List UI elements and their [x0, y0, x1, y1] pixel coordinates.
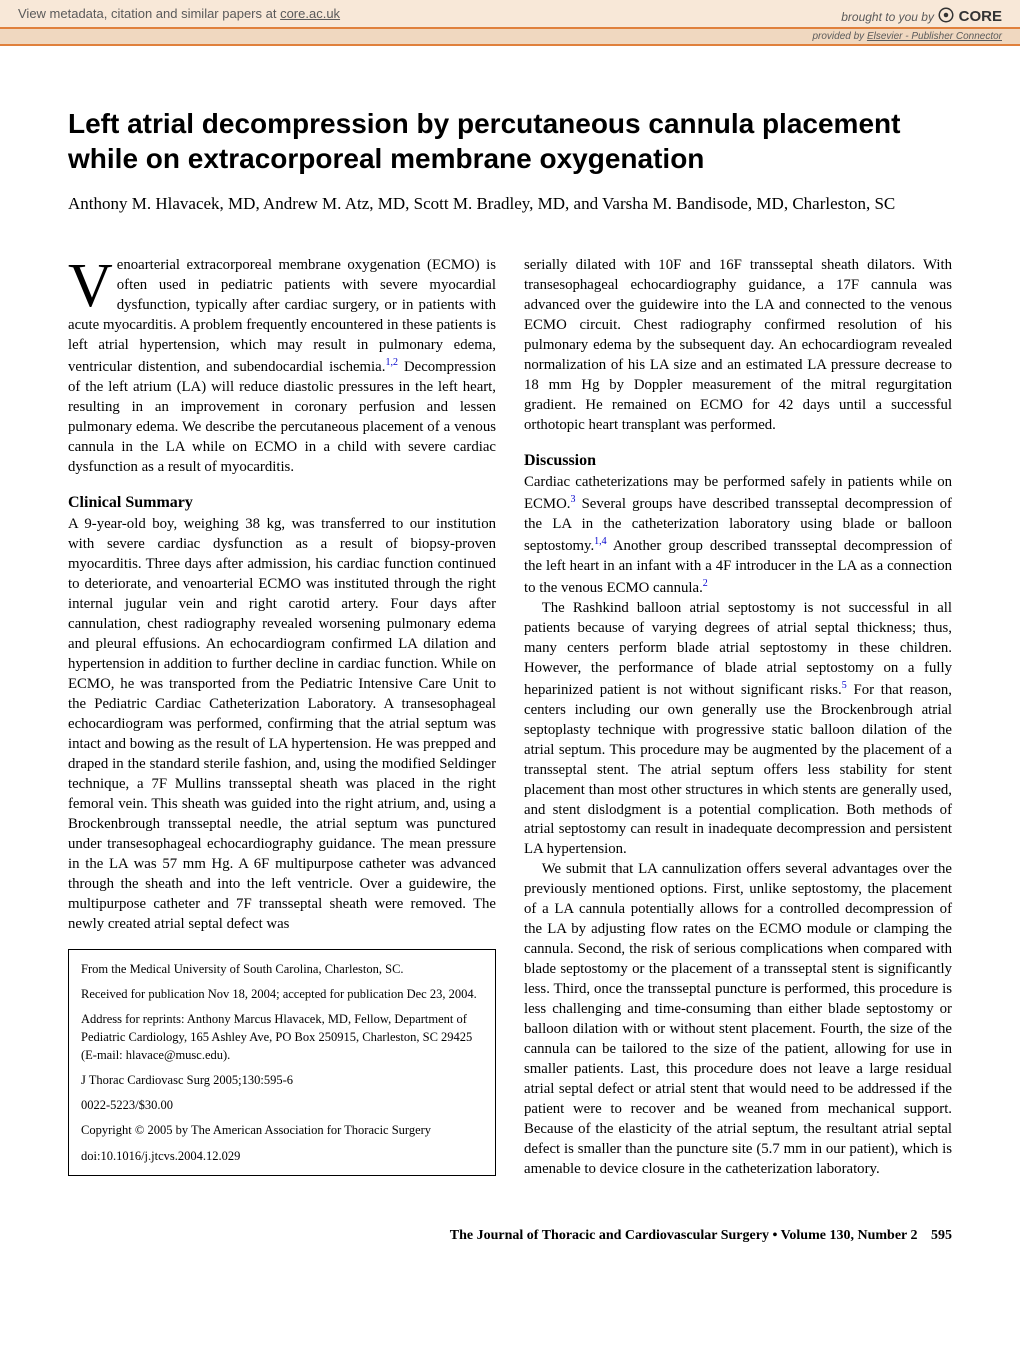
discussion-heading: Discussion: [524, 450, 952, 472]
infobox-dates: Received for publication Nov 18, 2004; a…: [81, 985, 483, 1003]
infobox-issn: 0022-5223/$30.00: [81, 1096, 483, 1114]
article-info-box: From the Medical University of South Car…: [68, 949, 496, 1176]
dropcap: V: [68, 256, 117, 313]
footer-page-number: 595: [931, 1228, 952, 1243]
banner-provided-label: provided by: [812, 31, 866, 42]
infobox-copyright: Copyright © 2005 by The American Associa…: [81, 1121, 483, 1139]
infobox-affiliation: From the Medical University of South Car…: [81, 960, 483, 978]
banner-brought-label: brought to you by: [841, 10, 937, 24]
disc-p2b: For that reason, centers including our o…: [524, 682, 952, 858]
banner-sub: provided by Elsevier - Publisher Connect…: [0, 29, 1020, 46]
author-list: Anthony M. Hlavacek, MD, Andrew M. Atz, …: [68, 194, 952, 214]
banner-left: View metadata, citation and similar pape…: [18, 6, 340, 21]
ref-link[interactable]: 2: [703, 578, 708, 589]
core-banner: View metadata, citation and similar pape…: [0, 0, 1020, 29]
banner-left-text: View metadata, citation and similar pape…: [18, 6, 280, 21]
clinical-continuation: serially dilated with 10F and 16F transs…: [524, 256, 952, 436]
clinical-summary-heading: Clinical Summary: [68, 492, 496, 514]
column-right: serially dilated with 10F and 16F transs…: [524, 256, 952, 1180]
column-left: Venoarterial extracorporeal membrane oxy…: [68, 256, 496, 1180]
clinical-summary-body: A 9-year-old boy, weighing 38 kg, was tr…: [68, 515, 496, 934]
banner-provider-link[interactable]: Elsevier - Publisher Connector: [867, 31, 1002, 42]
discussion-p1: Cardiac catheterizations may be performe…: [524, 473, 952, 599]
page-footer: The Journal of Thoracic and Cardiovascul…: [0, 1210, 1020, 1268]
core-logo-icon: [937, 6, 955, 24]
ref-link[interactable]: 1,4: [594, 536, 607, 547]
discussion-p3: We submit that LA cannulization offers s…: [524, 860, 952, 1180]
two-column-layout: Venoarterial extracorporeal membrane oxy…: [68, 256, 952, 1180]
intro-tail: Decompression of the left atrium (LA) wi…: [68, 359, 496, 475]
intro-text: enoarterial extracorporeal membrane oxyg…: [68, 257, 496, 375]
footer-journal: The Journal of Thoracic and Cardiovascul…: [450, 1228, 918, 1243]
banner-right: brought to you by CORE: [841, 6, 1002, 25]
intro-paragraph: Venoarterial extracorporeal membrane oxy…: [68, 256, 496, 478]
page-content: Left atrial decompression by percutaneou…: [0, 46, 1020, 1210]
banner-core-link[interactable]: core.ac.uk: [280, 6, 340, 21]
article-title: Left atrial decompression by percutaneou…: [68, 106, 952, 176]
infobox-doi: doi:10.1016/j.jtcvs.2004.12.029: [81, 1147, 483, 1165]
discussion-p2: The Rashkind balloon atrial septostomy i…: [524, 599, 952, 861]
banner-brand: CORE: [959, 8, 1002, 25]
infobox-reprints: Address for reprints: Anthony Marcus Hla…: [81, 1010, 483, 1064]
infobox-citation: J Thorac Cardiovasc Surg 2005;130:595-6: [81, 1071, 483, 1089]
ref-link[interactable]: 1,2: [385, 357, 398, 368]
